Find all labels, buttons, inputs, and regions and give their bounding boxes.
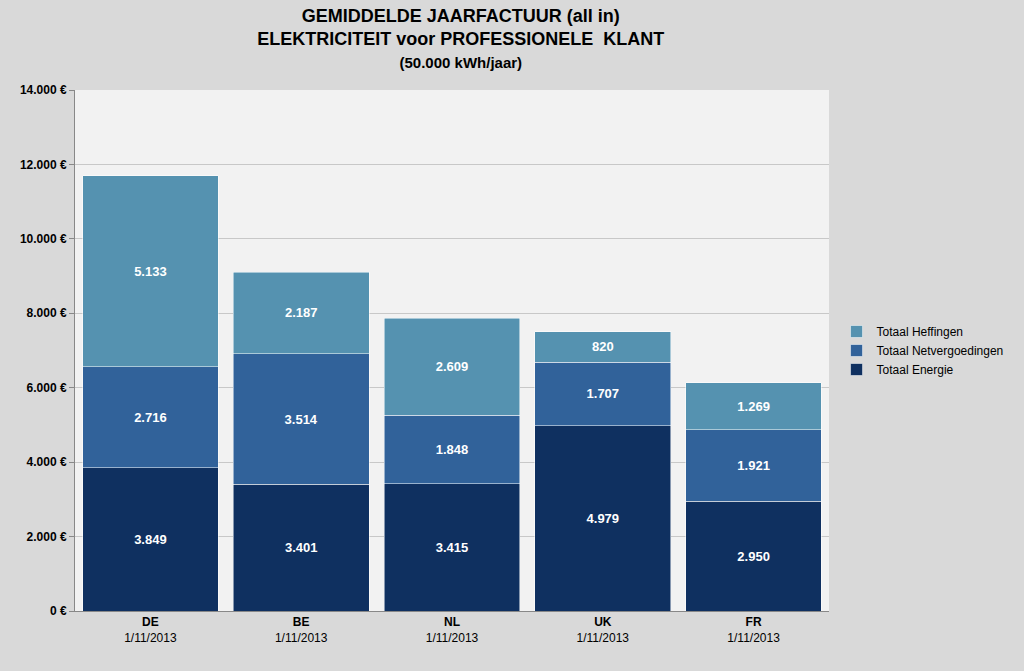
- svg-text:3.401: 3.401: [285, 540, 318, 555]
- svg-text:5.133: 5.133: [134, 264, 167, 279]
- svg-text:Totaal Netvergoedingen: Totaal Netvergoedingen: [877, 344, 1004, 358]
- svg-text:NL1/11/2013: NL1/11/2013: [426, 615, 479, 645]
- svg-text:1.269: 1.269: [737, 399, 770, 414]
- svg-text:Totaal Energie: Totaal Energie: [877, 363, 954, 377]
- svg-text:0 €: 0 €: [50, 604, 67, 618]
- svg-text:2.716: 2.716: [134, 410, 167, 425]
- svg-text:3.849: 3.849: [134, 532, 167, 547]
- svg-text:2.000 €: 2.000 €: [27, 530, 67, 544]
- svg-text:Totaal Heffingen: Totaal Heffingen: [877, 325, 964, 339]
- svg-text:4.979: 4.979: [587, 511, 620, 526]
- svg-text:4.000 €: 4.000 €: [27, 455, 67, 469]
- svg-text:2.950: 2.950: [737, 549, 770, 564]
- svg-text:3.415: 3.415: [436, 540, 469, 555]
- svg-text:6.000 €: 6.000 €: [27, 381, 67, 395]
- svg-text:1.921: 1.921: [737, 458, 770, 473]
- svg-text:UK1/11/2013: UK1/11/2013: [577, 615, 630, 645]
- svg-text:2.609: 2.609: [436, 359, 469, 374]
- svg-text:FR1/11/2013: FR1/11/2013: [727, 615, 780, 645]
- svg-text:820: 820: [592, 339, 614, 354]
- svg-text:3.514: 3.514: [285, 412, 318, 427]
- svg-text:14.000 €: 14.000 €: [20, 83, 67, 97]
- svg-text:DE1/11/2013: DE1/11/2013: [124, 615, 177, 645]
- svg-text:12.000 €: 12.000 €: [20, 158, 67, 172]
- svg-text:2.187: 2.187: [285, 305, 318, 320]
- svg-text:8.000 €: 8.000 €: [27, 306, 67, 320]
- svg-text:BE1/11/2013: BE1/11/2013: [275, 615, 328, 645]
- svg-text:10.000 €: 10.000 €: [20, 232, 67, 246]
- svg-text:1.707: 1.707: [587, 386, 620, 401]
- svg-text:GEMIDDELDE JAARFACTUUR (all in: GEMIDDELDE JAARFACTUUR (all in)ELEKTRICI…: [257, 6, 664, 72]
- svg-text:1.848: 1.848: [436, 442, 469, 457]
